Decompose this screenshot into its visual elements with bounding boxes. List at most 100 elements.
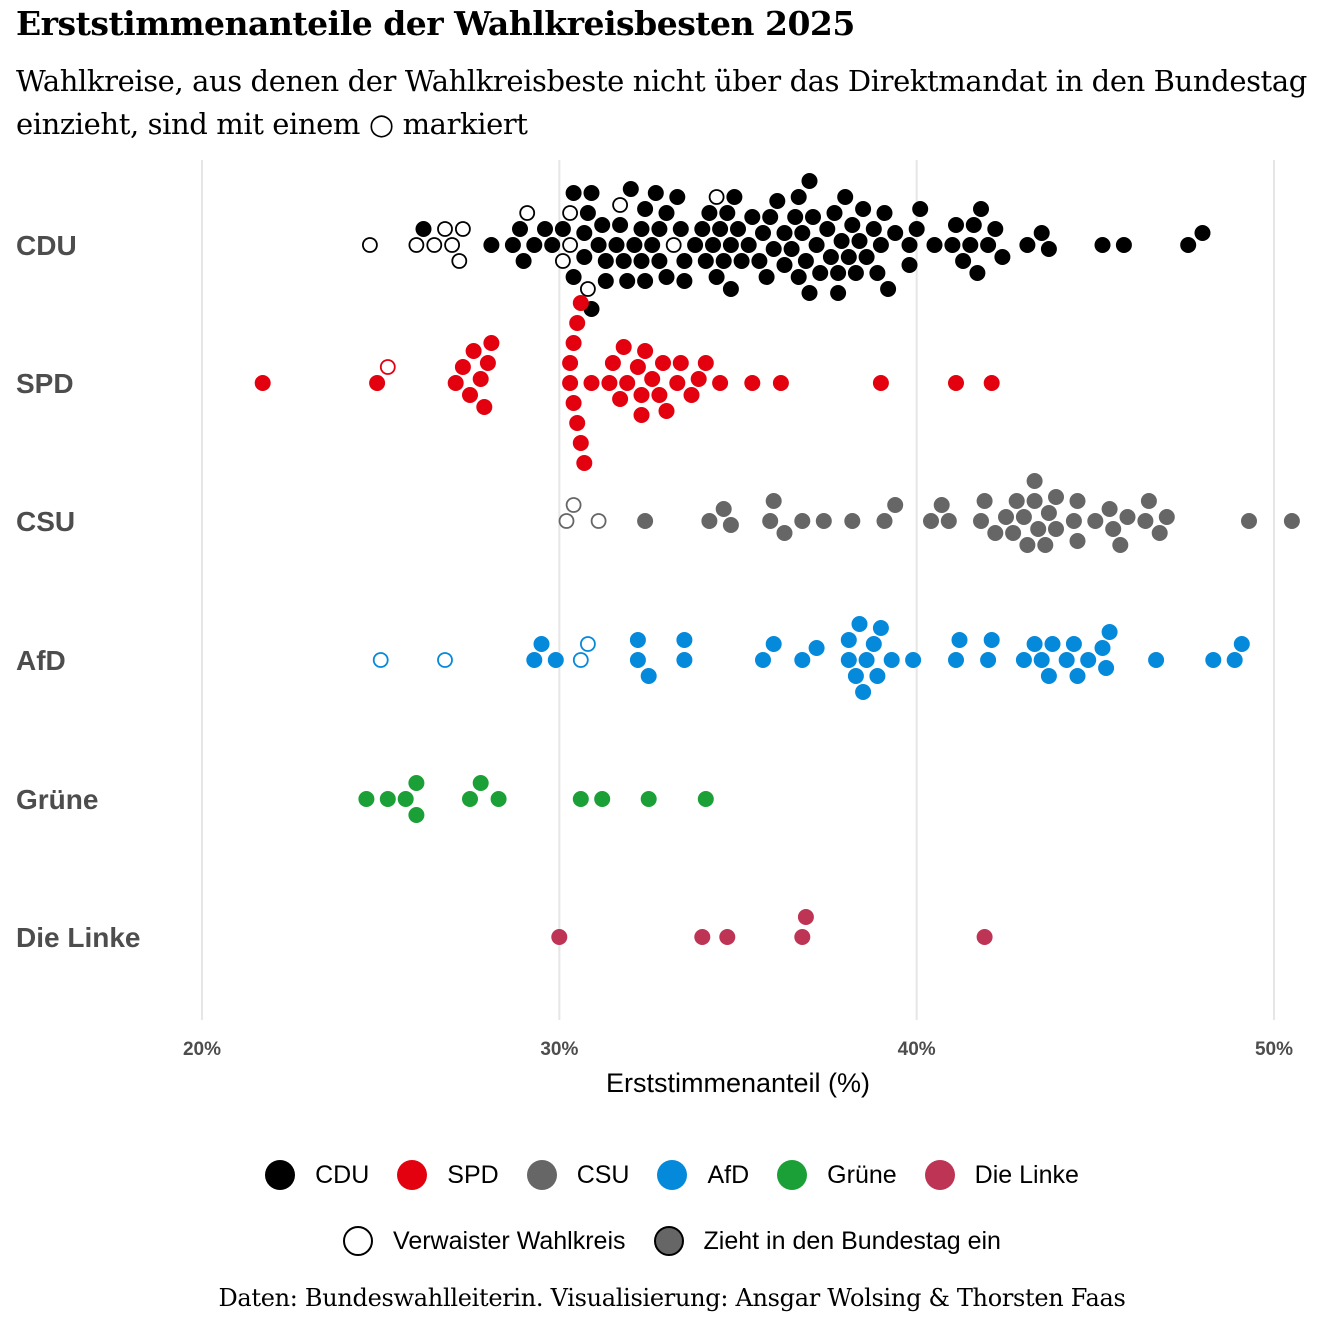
- legend-label-orphaned: Verwaister Wahlkreis: [393, 1226, 626, 1255]
- data-point: [1019, 537, 1036, 553]
- data-point: [880, 281, 897, 297]
- orphaned-point: [562, 205, 578, 221]
- data-point: [1137, 513, 1154, 529]
- data-point: [744, 375, 761, 391]
- data-point: [901, 237, 918, 253]
- data-point: [1015, 509, 1032, 525]
- data-point: [872, 620, 889, 636]
- data-point: [951, 632, 968, 648]
- data-point: [769, 193, 786, 209]
- data-point: [1019, 237, 1036, 253]
- data-point: [254, 375, 271, 391]
- caption: Daten: Bundeswahlleiterin. Visualisierun…: [218, 1284, 1126, 1312]
- data-point: [1241, 513, 1257, 529]
- data-point: [655, 355, 671, 371]
- legend-swatch-csu: [526, 1160, 557, 1190]
- orphaned-point: [665, 237, 682, 253]
- hollow-circle-icon: [343, 1226, 374, 1256]
- data-point: [790, 269, 807, 285]
- data-point: [569, 315, 586, 331]
- data-point: [948, 375, 964, 391]
- data-point: [851, 616, 868, 632]
- data-point: [697, 355, 714, 371]
- data-point: [601, 375, 618, 391]
- data-point: [472, 775, 489, 791]
- data-point: [905, 652, 922, 668]
- data-point: [576, 225, 593, 241]
- data-point: [447, 375, 464, 391]
- data-point: [1026, 636, 1043, 652]
- data-point: [1180, 237, 1197, 253]
- orphaned-point: [612, 197, 628, 213]
- data-point: [490, 791, 507, 807]
- data-point: [722, 517, 739, 533]
- data-point: [647, 185, 664, 201]
- data-point: [576, 455, 593, 471]
- data-point: [1065, 636, 1082, 652]
- data-point: [597, 253, 614, 269]
- data-point: [830, 285, 847, 301]
- data-point: [1030, 521, 1047, 537]
- data-point: [612, 217, 629, 233]
- data-point: [1112, 537, 1129, 553]
- y-label-die-linke: Die Linke: [16, 922, 140, 953]
- data-point: [1080, 652, 1097, 668]
- data-point: [408, 807, 425, 823]
- filled-circle-icon: [653, 1226, 684, 1256]
- data-point: [712, 221, 729, 237]
- data-point: [1148, 652, 1165, 668]
- data-point: [715, 253, 732, 269]
- legend-swatch-gruene: [777, 1160, 808, 1190]
- data-point: [797, 253, 814, 269]
- data-point: [629, 359, 646, 375]
- data-point: [669, 189, 686, 205]
- data-point: [676, 273, 693, 289]
- orphaned-point: [590, 513, 607, 529]
- data-point: [694, 929, 711, 945]
- data-point: [976, 929, 993, 945]
- data-point: [1283, 513, 1300, 529]
- data-point: [1151, 525, 1168, 541]
- data-point: [805, 209, 821, 225]
- data-point: [597, 273, 614, 289]
- x-axis-ticks: 20% 30% 40% 50%: [183, 1039, 1293, 1060]
- y-label-csu: CSU: [16, 506, 75, 537]
- data-point: [948, 217, 964, 233]
- orphaned-point: [454, 221, 471, 237]
- data-point: [612, 391, 629, 407]
- data-point: [948, 652, 964, 668]
- data-point: [551, 929, 568, 945]
- data-point: [733, 253, 750, 269]
- data-point: [697, 253, 714, 269]
- data-point: [1069, 493, 1086, 509]
- data-point: [944, 237, 961, 253]
- data-point: [876, 513, 893, 529]
- data-point: [415, 221, 432, 237]
- y-label-cdu: CDU: [16, 230, 77, 261]
- data-point: [865, 636, 882, 652]
- data-point: [1094, 640, 1111, 656]
- data-point: [755, 652, 771, 668]
- data-point: [1033, 225, 1050, 241]
- data-point: [987, 525, 1004, 541]
- orphaned-point: [580, 636, 596, 652]
- legend-swatch-cdu: [265, 1160, 296, 1190]
- legend-item-cdu: CDU: [265, 1160, 369, 1190]
- legend-item-afd: AfD: [657, 1160, 749, 1190]
- data-point: [604, 355, 621, 371]
- data-point: [633, 407, 650, 423]
- data-point: [722, 237, 739, 253]
- data-point: [483, 335, 500, 351]
- data-point: [465, 343, 482, 359]
- orphaned-point: [562, 237, 578, 253]
- data-point: [658, 269, 675, 285]
- data-point: [483, 237, 500, 253]
- data-point: [830, 265, 847, 281]
- data-point: [626, 237, 643, 253]
- data-point: [719, 205, 736, 221]
- data-point: [637, 513, 654, 529]
- data-point: [837, 189, 854, 205]
- data-point: [526, 237, 543, 253]
- data-point: [822, 249, 839, 265]
- data-point: [1087, 513, 1104, 529]
